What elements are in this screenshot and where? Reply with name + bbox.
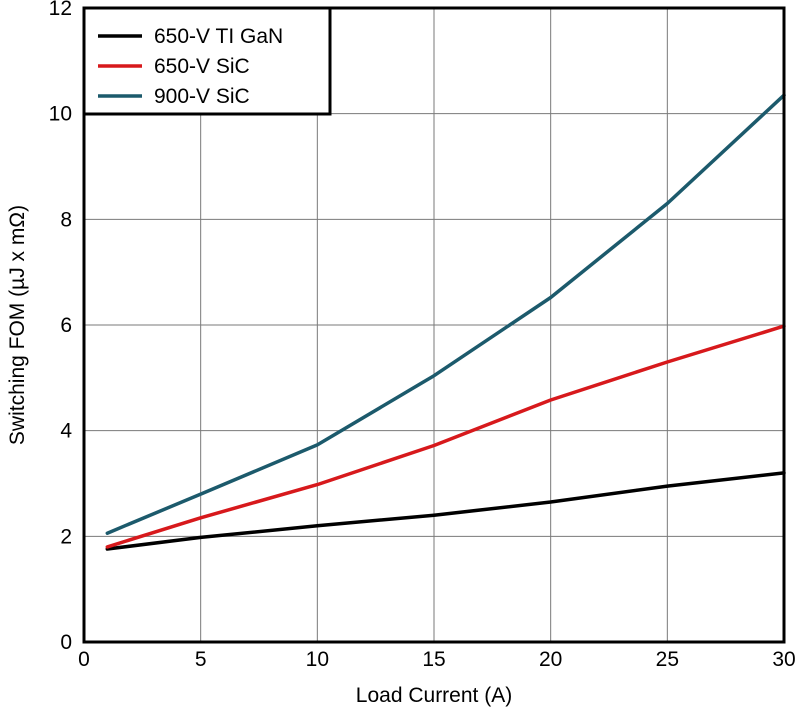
legend-label: 650-V SiC [154, 55, 250, 78]
series-line [105, 324, 786, 549]
x-tick-label: 15 [422, 648, 445, 671]
legend-label: 900-V SiC [154, 85, 250, 108]
legend-box [82, 6, 332, 116]
x-tick-label: 25 [656, 648, 679, 671]
legend-label: 650-V TI GaN [154, 25, 283, 48]
x-tick-labels: 0 5 10 15 20 25 30 [78, 648, 796, 671]
y-tick-label: 4 [60, 420, 72, 443]
y-axis-label: Switching FOM (µJ x mΩ) [6, 205, 29, 445]
x-tick-label: 30 [772, 648, 795, 671]
x-tick-label: 0 [78, 648, 90, 671]
series-line [105, 471, 786, 551]
series-line [105, 93, 786, 535]
y-tick-labels: 0 2 4 6 8 10 12 [49, 0, 73, 654]
x-tick-label: 10 [306, 648, 329, 671]
legend: 650-V TI GaN 650-V SiC 900-V SiC [82, 6, 332, 116]
plot-frame [82, 6, 786, 644]
x-tick-label: 5 [195, 648, 207, 671]
x-axis-label: Load Current (A) [356, 684, 512, 707]
y-tick-label: 12 [49, 0, 72, 20]
y-tick-label: 6 [60, 314, 72, 337]
y-tick-label: 10 [49, 103, 72, 126]
series-lines [105, 93, 786, 551]
x-tick-label: 20 [539, 648, 562, 671]
y-tick-label: 2 [60, 525, 72, 548]
y-tick-label: 8 [60, 208, 72, 231]
y-tick-label: 0 [60, 631, 72, 654]
